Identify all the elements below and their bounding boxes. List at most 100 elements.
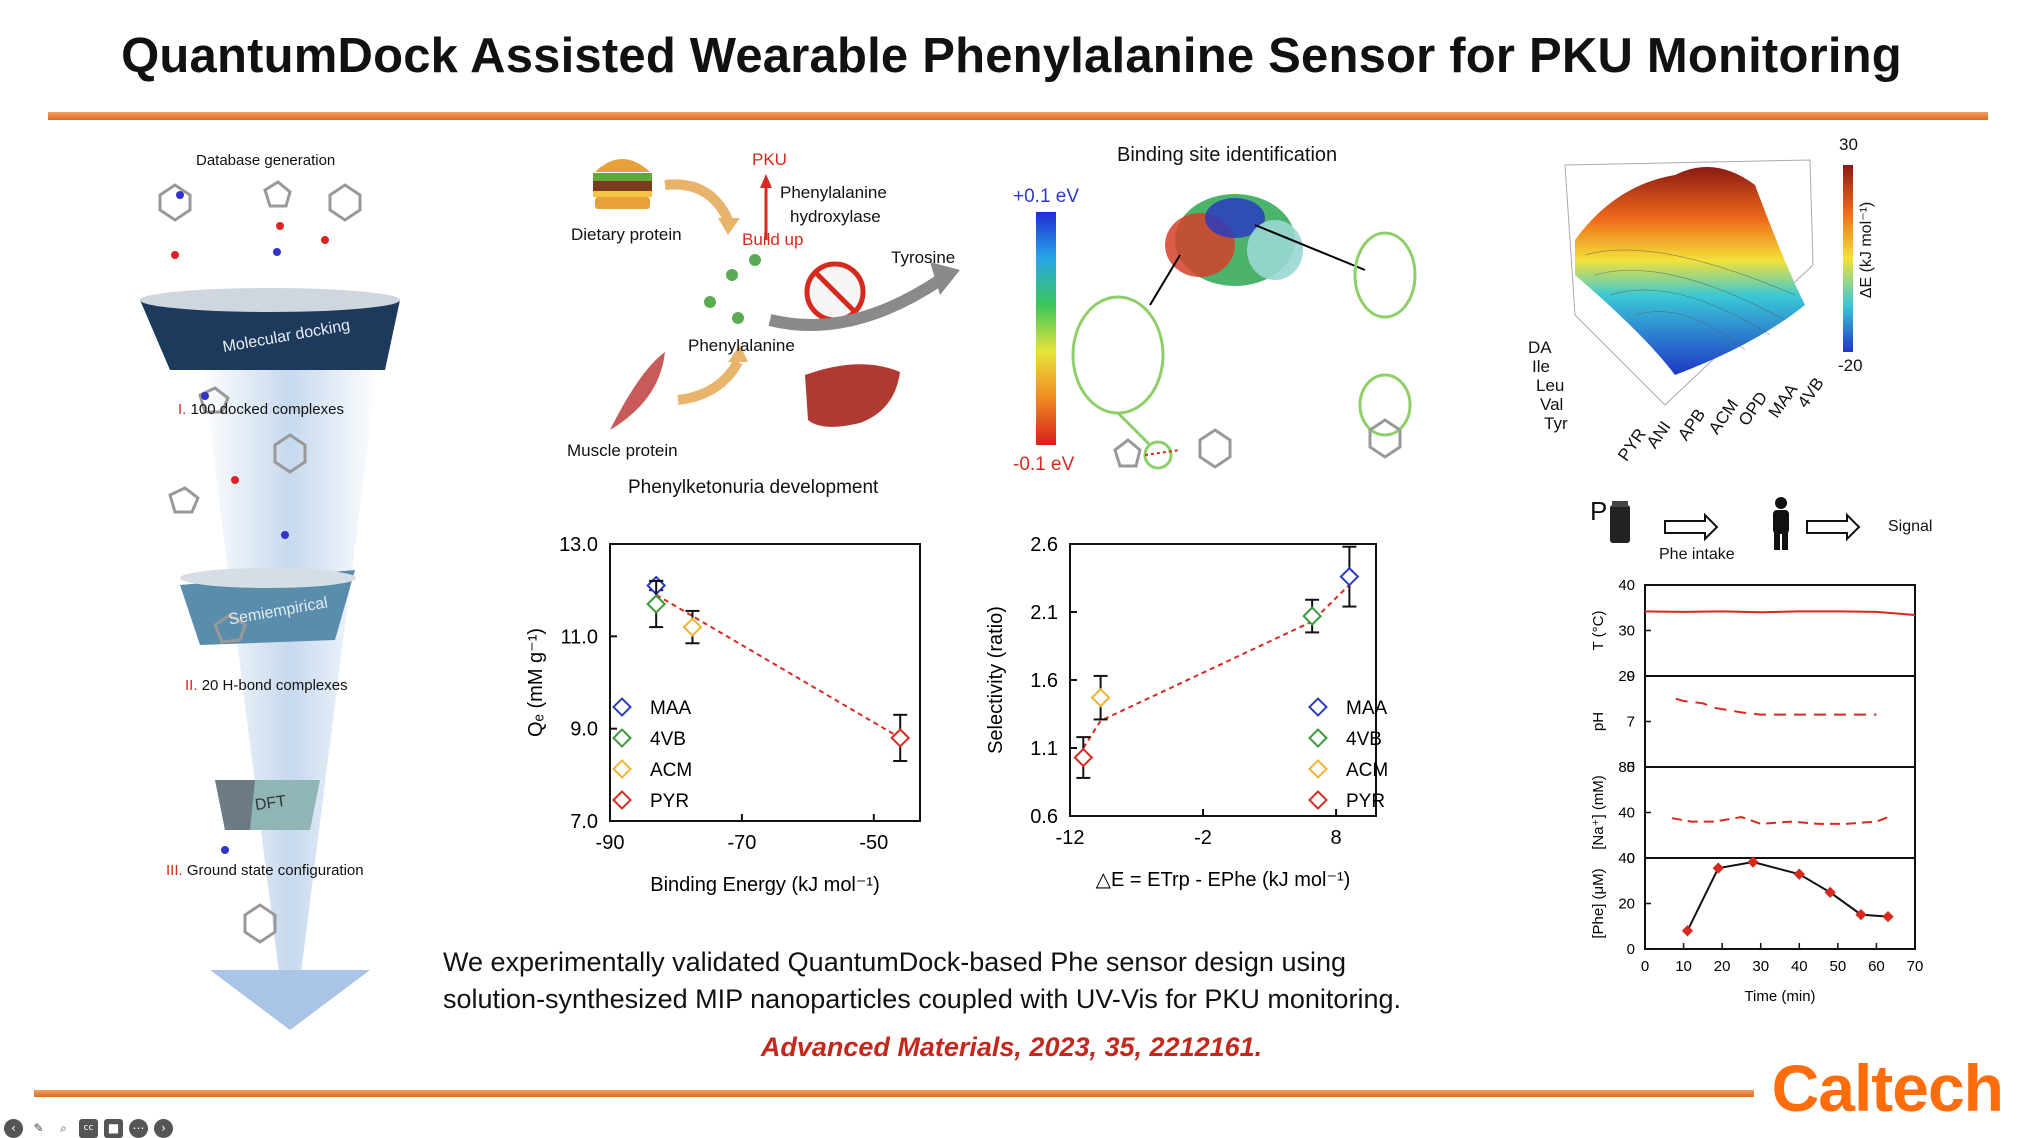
bottom-divider (34, 1090, 1754, 1097)
surface-plot (1555, 145, 1825, 445)
step3-label: III. Ground state configuration (166, 862, 364, 879)
player-toolbar: ‹ ✎ ⌕ cc ■ ⋯ › (0, 1118, 173, 1138)
panel-ylabel: T (°C) (1590, 611, 1607, 651)
legend-marker (612, 697, 632, 717)
y-tick-label: 2.1 (1030, 602, 1058, 624)
y-axis-label: Selectivity (ratio) (985, 606, 1007, 754)
more-icon[interactable]: ⋯ (129, 1118, 148, 1138)
x-axis-label: Binding Energy (kJ mol⁻¹) (650, 874, 880, 896)
legend-marker (1308, 728, 1328, 748)
legend-label: PYR (650, 791, 689, 812)
legend-marker (612, 728, 632, 748)
fit-line (655, 593, 901, 739)
phe-data-point (1793, 868, 1805, 880)
x-tick-label: -90 (596, 832, 625, 854)
legend-marker (1308, 697, 1328, 717)
panel-tick-label: 9 (1627, 668, 1635, 685)
database-label: Database generation (196, 152, 336, 169)
phenylalanine-label: Phenylalanine (688, 336, 795, 355)
fit-line (1082, 584, 1351, 749)
slide-caption: We experimentally validated QuantumDock-… (443, 947, 1401, 1014)
funnel-graphic (140, 180, 400, 1030)
y-tick-label: 11.0 (561, 626, 598, 648)
scale-top-label: +0.1 eV (1013, 186, 1080, 207)
zoom-icon[interactable]: ⌕ (60, 1120, 67, 1135)
dietary-protein-label: Dietary protein (571, 225, 682, 244)
surface-y-labels: DA Ile Leu Val Tyr (1528, 338, 1568, 433)
legend-marker (612, 759, 632, 779)
pen-icon[interactable]: ✎ (33, 1121, 44, 1135)
data-point-maa (1339, 566, 1360, 587)
x-axis-label: △E = ETrp - EPhe (kJ mol⁻¹) (1096, 869, 1351, 891)
series-line (1675, 697, 1877, 716)
scale-bottom-label: -0.1 eV (1013, 454, 1075, 475)
legend-label: MAA (650, 698, 692, 719)
panel-ylabel: pH (1590, 712, 1607, 731)
plot-frame (1069, 543, 1377, 817)
wearable-header (1585, 495, 1955, 565)
panel-frame (1644, 675, 1916, 768)
data-point-pyr (890, 728, 911, 748)
plot-frame (609, 543, 921, 822)
tyrosine-label: Tyrosine (891, 248, 956, 267)
x-tick-label: 50 (1830, 958, 1847, 975)
phe-data-point (1882, 910, 1894, 923)
x-tick-label: -70 (727, 832, 756, 854)
y-tick-label: 13.0 (559, 534, 598, 556)
enzyme-label-2: hydroxylase (790, 207, 881, 226)
panel-tick-label: 40 (1618, 850, 1635, 867)
phe-data-point (1712, 862, 1724, 874)
panel-tick-label: 5 (1627, 759, 1635, 776)
burger-icon (593, 159, 652, 209)
next-icon[interactable]: › (154, 1118, 173, 1138)
panel-tick-label: 0 (1627, 941, 1635, 958)
colorbar-bottom: -20 (1838, 356, 1863, 375)
previous-icon[interactable]: ‹ (4, 1118, 23, 1138)
legend-label: 4VB (1346, 729, 1382, 750)
binding-site-title: Binding site identification (1117, 144, 1338, 166)
legend-marker (612, 790, 632, 810)
top-divider (48, 112, 1988, 120)
surface-colorbar (1843, 165, 1853, 352)
data-point-acm (682, 617, 703, 637)
signal-label: Signal (1888, 518, 1933, 535)
legend-marker (1308, 790, 1328, 810)
slide-title: QuantumDock Assisted Wearable Phenylalan… (121, 29, 1902, 83)
chart-selectivity: 2.6 2.1 1.6 1.1 0.6-12 -2 8 △E = ETrp - EPhe (k… (985, 534, 1388, 891)
series-line (1671, 816, 1889, 825)
muscle-protein-label: Muscle protein (567, 441, 678, 460)
y-axis-label: Qₑ (mM g⁻¹) (525, 628, 547, 737)
x-tick-label: 8 (1331, 827, 1342, 849)
y-tick-label: 1.6 (1030, 670, 1058, 692)
camera-icon[interactable]: ■ (104, 1118, 123, 1138)
p-label: P (1590, 496, 1608, 526)
x-tick-label: 40 (1791, 958, 1808, 975)
phe-intake-label: Phe intake (1659, 546, 1735, 563)
panel-tick-label: 80 (1618, 759, 1635, 776)
panel-frame (1644, 766, 1916, 859)
captions-icon[interactable]: cc (79, 1118, 98, 1138)
panel-frame (1644, 584, 1916, 677)
phe-data-point (1824, 886, 1836, 899)
panel-tick-label: 20 (1618, 668, 1635, 685)
panel-tick-label: 40 (1618, 577, 1635, 594)
panel-ylabel: [Phe] (μM) (1590, 868, 1607, 938)
y-tick-label: 1.1 (1030, 738, 1058, 760)
pku-caption: Phenylketonuria development (628, 477, 879, 498)
y-tick-label: 2.6 (1030, 534, 1058, 556)
x-tick-label: -50 (859, 832, 888, 854)
x-tick-label: 70 (1907, 958, 1924, 975)
colorbar-label: ΔE (kJ mol⁻¹) (1858, 201, 1876, 299)
panel-ylabel: [Na⁺] (mM) (1590, 775, 1607, 850)
panel-frame (1644, 857, 1916, 950)
pku-diagram (560, 140, 980, 470)
binding-site-graphic (1070, 170, 1430, 490)
data-point-pyr (1073, 747, 1094, 768)
panel-tick-label: 30 (1618, 623, 1635, 640)
step1-label: I. 100 docked complexes (178, 401, 344, 418)
phe-data-point (1681, 925, 1694, 937)
legend-label: ACM (650, 760, 692, 781)
y-tick-label: 9.0 (570, 719, 598, 741)
x-tick-label: 0 (1641, 958, 1649, 975)
